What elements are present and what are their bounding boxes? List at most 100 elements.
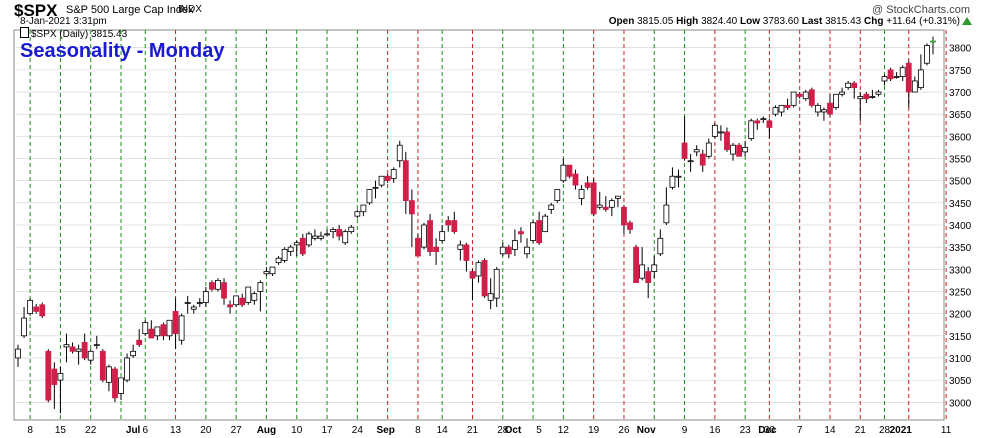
candle-body xyxy=(796,93,803,97)
candle-body xyxy=(245,286,252,303)
chg-value: +11.64 (+0.31%) xyxy=(886,16,960,27)
x-tick-label: 5 xyxy=(536,425,542,436)
y-tick-label: 3200 xyxy=(949,310,972,321)
candle-body xyxy=(415,237,421,257)
candle-body xyxy=(827,102,833,115)
y-tick-label: 3400 xyxy=(949,221,972,232)
candle-body xyxy=(718,131,724,134)
candle-body xyxy=(372,186,379,189)
candle-body xyxy=(172,311,179,334)
candle-body xyxy=(924,45,930,64)
candle-body xyxy=(869,96,876,98)
x-tick-label: Sep xyxy=(377,425,395,436)
candle-body xyxy=(699,153,706,166)
candle-body xyxy=(45,350,52,401)
candle-body xyxy=(505,246,512,255)
candle-body xyxy=(657,237,664,255)
candle-body xyxy=(184,302,191,304)
y-tick-label: 3500 xyxy=(949,177,972,188)
candle-body xyxy=(518,231,524,235)
x-tick-label: 8 xyxy=(415,425,421,436)
y-tick-label: 3100 xyxy=(949,354,972,365)
candle-body xyxy=(905,62,912,93)
candle-body xyxy=(639,264,646,279)
candle-body xyxy=(784,104,791,108)
timestamp: 8-Jan-2021 3:31pm xyxy=(20,16,107,27)
grid-lines xyxy=(14,47,944,403)
open-value: 3815.05 xyxy=(637,16,674,27)
candle-body xyxy=(760,118,767,121)
candle-body xyxy=(833,93,839,108)
y-tick-label: 3150 xyxy=(949,332,972,343)
up-arrow-icon xyxy=(962,17,972,25)
x-tick-label: 17 xyxy=(321,425,333,436)
candle-body xyxy=(384,175,391,182)
candle-body xyxy=(69,346,76,352)
candle-body xyxy=(390,169,397,179)
candle-body xyxy=(148,328,155,339)
x-tick-label: 14 xyxy=(824,425,836,436)
candle-body xyxy=(451,220,458,233)
candle-body xyxy=(845,82,852,89)
x-tick-label: 14 xyxy=(437,425,449,436)
candle-body xyxy=(887,69,894,80)
candle-body xyxy=(475,262,482,277)
y-tick-label: 3000 xyxy=(949,398,972,409)
x-tick-label: 26 xyxy=(618,425,630,436)
candle-body xyxy=(766,120,773,128)
candle-body xyxy=(275,257,282,264)
candle-body xyxy=(687,160,694,163)
candle-body xyxy=(336,229,343,237)
candle-body xyxy=(875,91,882,95)
candle-body xyxy=(602,206,609,210)
candle-body xyxy=(590,182,597,215)
candle-body xyxy=(93,344,100,347)
candle-body xyxy=(566,164,573,177)
candle-body xyxy=(112,368,118,399)
credit-label: @ StockCharts.com xyxy=(872,4,970,16)
candle-body xyxy=(724,131,730,151)
candle-body xyxy=(615,195,621,199)
candle-body xyxy=(142,322,149,334)
candle-body xyxy=(118,377,124,394)
x-tick-label: 28 xyxy=(497,425,509,436)
candle-body xyxy=(911,80,918,93)
candle-body xyxy=(730,144,736,155)
candle-body xyxy=(536,220,543,244)
candle-body xyxy=(681,142,688,159)
x-tick-label: 11 xyxy=(941,425,952,436)
x-tick-label: 20 xyxy=(200,425,212,436)
y-tick-label: 3750 xyxy=(949,66,972,77)
candle-body xyxy=(251,293,258,301)
x-tick-label: 10 xyxy=(291,425,303,436)
candle-body xyxy=(318,235,324,239)
candle-body xyxy=(499,246,506,255)
candle-body xyxy=(178,315,185,341)
candle-body xyxy=(51,368,58,385)
candle-body xyxy=(233,295,240,306)
high-label: High xyxy=(676,16,699,27)
candle-body xyxy=(548,204,555,210)
candle-body xyxy=(493,268,500,299)
candle-body xyxy=(554,189,561,202)
candle-body xyxy=(608,200,615,208)
x-tick-label: 24 xyxy=(352,425,364,436)
candle-body xyxy=(790,91,797,106)
y-tick-label: 3600 xyxy=(949,132,972,143)
candle-body xyxy=(899,67,906,77)
candle-body xyxy=(814,104,821,113)
symbol-title: $SPX xyxy=(14,1,58,20)
y-tick-label: 3250 xyxy=(949,287,972,298)
low-value: 3783.60 xyxy=(762,16,799,27)
candle-body xyxy=(893,76,900,78)
candle-body xyxy=(445,220,452,226)
x-tick-label: 2021 xyxy=(890,425,913,436)
candle-body xyxy=(81,342,88,359)
y-tick-label: 3650 xyxy=(949,110,972,121)
y-tick-label: 3700 xyxy=(949,88,972,99)
x-tick-label: 13 xyxy=(170,425,182,436)
candle-body xyxy=(408,200,415,215)
x-tick-label: Dec xyxy=(758,425,777,436)
high-value: 3824.40 xyxy=(701,16,738,27)
candle-body xyxy=(239,297,246,306)
